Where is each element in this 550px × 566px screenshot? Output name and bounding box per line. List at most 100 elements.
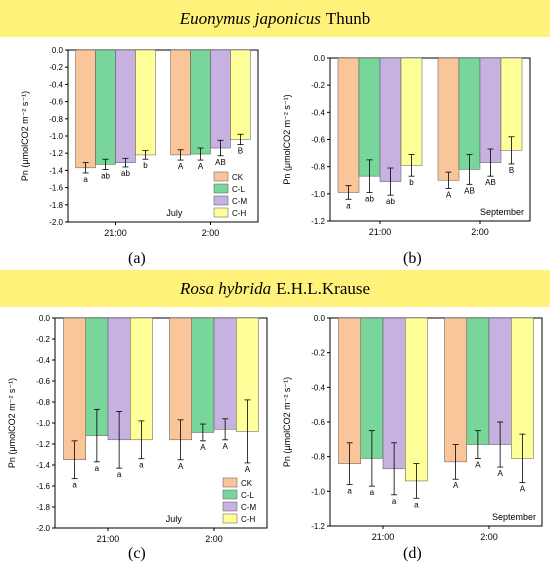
x-tick-label: 2:00 xyxy=(202,228,220,238)
y-tick-label: 0.0 xyxy=(314,54,326,63)
y-tick-label: -0.8 xyxy=(311,163,325,172)
y-axis-label: Pn (μmolCO2 m⁻² s⁻¹) xyxy=(20,91,30,181)
y-tick-label: -1.8 xyxy=(36,503,50,512)
panel-label-b: (b) xyxy=(403,250,422,267)
y-tick-label: -0.2 xyxy=(311,81,325,90)
y-tick-label: -0.6 xyxy=(311,418,325,427)
y-tick-label: -1.0 xyxy=(311,190,325,199)
significance-letter: a xyxy=(392,497,397,506)
bar-c-l xyxy=(466,317,490,445)
significance-letter: a xyxy=(72,481,77,490)
bar-ck xyxy=(337,57,360,193)
species-banner-rosa: Rosa hybrida E.H.L.Krause xyxy=(0,270,550,307)
significance-letter: ab xyxy=(386,197,395,206)
bar-ck xyxy=(444,317,467,463)
y-tick-label: -1.6 xyxy=(36,482,50,491)
bar-c-h xyxy=(405,317,428,482)
legend-label: C-L xyxy=(232,185,245,194)
significance-letter: A xyxy=(222,442,228,451)
significance-letter: a xyxy=(83,175,88,184)
y-tick-label: -2.0 xyxy=(49,218,63,227)
significance-letter: A xyxy=(497,469,503,478)
significance-letter: a xyxy=(139,461,144,470)
significance-letter: B xyxy=(509,166,514,175)
significance-letter: A xyxy=(178,462,184,471)
legend-label: C-M xyxy=(241,503,256,512)
y-tick-label: -0.2 xyxy=(311,349,325,358)
legend-label: CK xyxy=(232,173,244,182)
y-tick-label: -1.2 xyxy=(311,522,325,531)
legend-swatch-c-h xyxy=(213,207,229,218)
y-tick-label: 0.0 xyxy=(314,314,326,323)
y-axis-label: Pn (μmolCO2 m⁻² s⁻¹) xyxy=(282,377,292,467)
chart-a: 0.0 -0.2 -0.4 -0.6 -0.8 -1.0 -1.2 -1.4 -1.6 -1.8 -… xyxy=(20,46,259,238)
significance-letter: A xyxy=(198,162,204,171)
species-authority: E.H.L.Krause xyxy=(276,278,371,298)
x-tick-label: 2:00 xyxy=(205,534,223,544)
bar-c-h xyxy=(230,49,251,140)
legend-swatch-c-m xyxy=(222,501,238,512)
significance-letter: b xyxy=(409,178,414,187)
y-tick-label: -1.4 xyxy=(49,166,63,175)
legend-label: C-H xyxy=(232,209,246,218)
significance-letter: a xyxy=(95,464,100,473)
x-tick-label: 2:00 xyxy=(480,532,498,542)
x-tick-label: 21:00 xyxy=(369,227,392,237)
chart-c: 0.0 -0.2 -0.4 -0.6 -0.8 -1.0 -1.2 -1.4 -1.6 -1.8 -… xyxy=(7,314,268,544)
significance-letter: a xyxy=(347,486,352,495)
significance-letter: B xyxy=(238,147,243,156)
significance-letter: AB xyxy=(485,178,496,187)
y-axis-label: Pn (μmolCO2 m⁻² s⁻¹) xyxy=(7,378,17,468)
species-banner-euonymus: Euonymus japonicus Thunb xyxy=(0,0,550,37)
species-authority: Thunb xyxy=(325,8,371,28)
month-annotation: September xyxy=(480,207,524,217)
significance-letter: A xyxy=(520,485,526,494)
legend-swatch-c-m xyxy=(213,195,229,206)
bar-c-m xyxy=(213,317,237,430)
chart-b: 0.0 -0.2 -0.4 -0.6 -0.8 -1.0 -1.2 Pn (μmolCO2 m… xyxy=(282,54,531,237)
bar-c-l xyxy=(190,49,211,155)
significance-letter: a xyxy=(414,500,419,509)
bar-c-l xyxy=(458,57,481,170)
y-tick-label: -1.2 xyxy=(311,217,325,226)
significance-letter: A xyxy=(453,481,459,490)
bar-c-l xyxy=(191,317,215,433)
y-tick-label: -1.0 xyxy=(311,487,325,496)
month-annotation: July xyxy=(166,514,183,524)
bar-c-l xyxy=(358,57,381,177)
significance-letter: ab xyxy=(121,169,130,178)
y-tick-label: -0.4 xyxy=(49,80,63,89)
bar-ck xyxy=(63,317,86,460)
significance-letter: ab xyxy=(101,172,110,181)
y-tick-label: 0.0 xyxy=(39,314,51,323)
chart-d: 0.0 -0.2 -0.4 -0.6 -0.8 -1.0 -1.2 Pn (μmolCO2 m… xyxy=(282,314,543,542)
y-tick-label: -0.8 xyxy=(36,398,50,407)
y-tick-label: -1.0 xyxy=(49,132,63,141)
x-tick-label: 2:00 xyxy=(471,227,489,237)
x-tick-label: 21:00 xyxy=(104,228,127,238)
species-name-italic: Euonymus japonicus xyxy=(179,8,321,28)
significance-letter: a xyxy=(117,470,122,479)
panel-label-a: (a) xyxy=(128,250,146,267)
bar-c-h xyxy=(400,57,423,166)
y-tick-label: -1.4 xyxy=(36,461,50,470)
y-tick-label: -1.0 xyxy=(36,419,50,428)
legend-swatch-c-l xyxy=(213,183,229,194)
bar-ck xyxy=(437,57,460,181)
legend-label: C-M xyxy=(232,197,247,206)
legend-label: CK xyxy=(241,479,253,488)
legend-swatch-c-h xyxy=(222,513,238,524)
legend-swatch-ck xyxy=(213,171,229,182)
y-tick-label: -1.8 xyxy=(49,201,63,210)
y-tick-label: -0.6 xyxy=(311,136,325,145)
y-tick-label: -1.6 xyxy=(49,184,63,193)
legend-swatch-c-l xyxy=(222,489,238,500)
y-tick-label: -0.8 xyxy=(311,453,325,462)
y-tick-label: -0.4 xyxy=(311,108,325,117)
bar-ck xyxy=(338,317,361,464)
significance-letter: b xyxy=(143,161,148,170)
y-tick-label: -0.6 xyxy=(36,377,50,386)
x-tick-label: 21:00 xyxy=(97,534,120,544)
y-axis-label: Pn (μmolCO2 m⁻² s⁻¹) xyxy=(282,94,292,184)
y-tick-label: -0.4 xyxy=(36,356,50,365)
